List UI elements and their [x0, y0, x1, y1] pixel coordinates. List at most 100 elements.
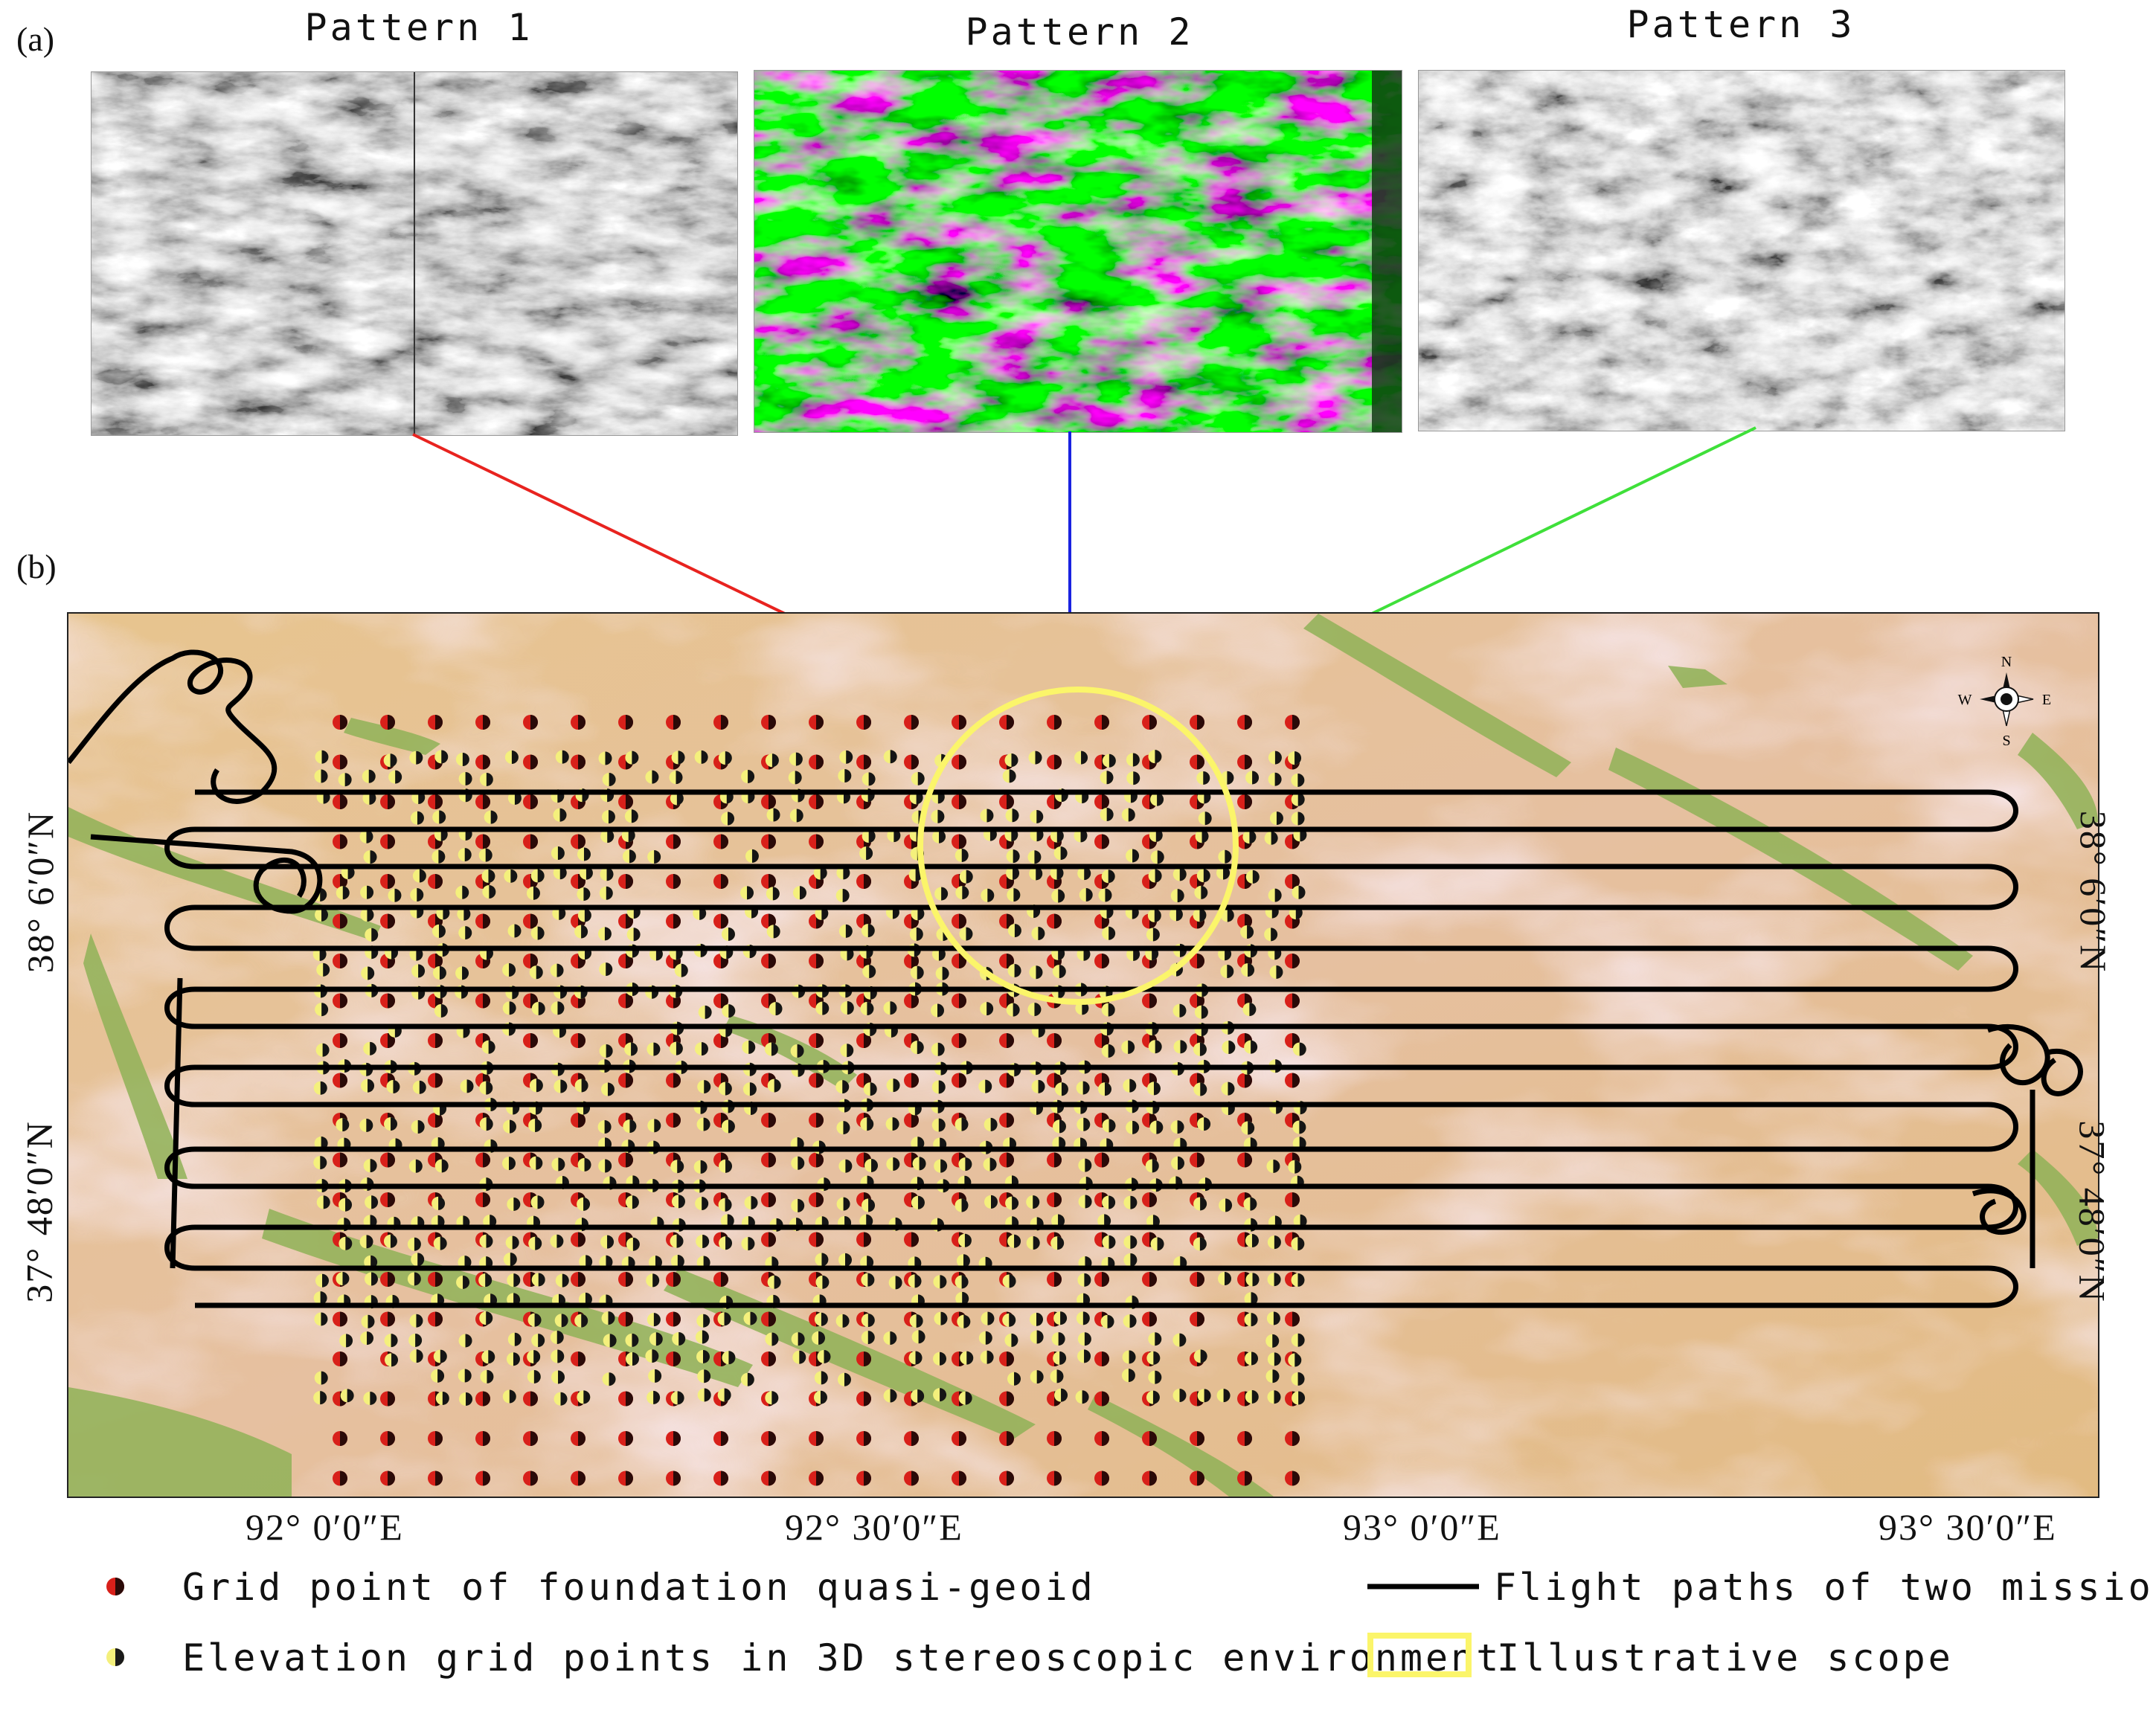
grid-points-layer	[312, 715, 1307, 1486]
elevation-grid-point	[722, 1004, 736, 1018]
quasi-geoid-grid-point	[713, 715, 728, 730]
quasi-geoid-grid-point	[1237, 913, 1252, 929]
elevation-grid-point	[1193, 1042, 1207, 1056]
elevation-grid-point	[1052, 1119, 1066, 1134]
elevation-grid-point	[1123, 1253, 1138, 1267]
elevation-grid-point	[647, 1042, 661, 1056]
elevation-grid-point	[1291, 1237, 1305, 1251]
elevation-grid-point	[502, 1157, 516, 1171]
quasi-geoid-grid-point	[666, 1470, 681, 1486]
elevation-grid-point	[1126, 753, 1140, 767]
elevation-grid-point	[1197, 1117, 1211, 1131]
elevation-grid-point	[647, 1119, 661, 1133]
elevation-grid-point	[1121, 1040, 1135, 1054]
quasi-geoid-grid-point	[904, 1470, 919, 1486]
elevation-grid-point	[815, 1001, 830, 1015]
elevation-grid-point	[315, 1043, 330, 1057]
elevation-grid-point	[383, 753, 397, 768]
elevation-grid-point	[838, 1159, 853, 1173]
quasi-geoid-grid-point	[333, 1073, 347, 1088]
elevation-grid-point	[861, 1314, 875, 1328]
elevation-grid-point	[365, 1195, 379, 1209]
elevation-grid-point	[478, 848, 493, 862]
elevation-grid-point	[1102, 1119, 1116, 1133]
elevation-grid-point	[883, 1331, 897, 1346]
quasi-geoid-grid-point	[761, 1113, 776, 1128]
quasi-geoid-grid-point	[1142, 993, 1157, 1009]
quasi-geoid-grid-point	[904, 1431, 919, 1446]
elevation-grid-point	[1102, 1235, 1116, 1249]
quasi-geoid-grid-point	[428, 1272, 443, 1287]
elevation-grid-point	[1148, 750, 1162, 764]
quasi-geoid-grid-point	[904, 1113, 919, 1128]
compass-s: S	[2002, 733, 2010, 749]
elevation-grid-point	[741, 1237, 755, 1251]
elevation-grid-point	[1029, 965, 1043, 980]
quasi-geoid-grid-point	[1237, 1431, 1252, 1446]
elevation-grid-point	[598, 751, 612, 765]
flight-path-loop	[2041, 1049, 2083, 1096]
elevation-grid-point	[836, 1197, 850, 1211]
elevation-grid-point	[577, 1157, 591, 1171]
elevation-grid-point	[554, 1392, 568, 1406]
quasi-geoid-grid-point	[761, 794, 776, 809]
elevation-grid-point	[1077, 1332, 1091, 1346]
map-frame: N S E W	[67, 612, 2099, 1498]
quasi-geoid-grid-point	[809, 1113, 824, 1128]
elevation-grid-point	[1051, 1214, 1065, 1228]
flight-path-turn	[164, 986, 196, 1029]
pattern-2-title: Pattern 2	[965, 10, 1194, 54]
quasi-geoid-grid-point	[380, 1391, 395, 1407]
elevation-grid-point	[626, 1237, 640, 1251]
elevation-grid-point	[363, 1391, 377, 1405]
elevation-grid-point	[384, 1117, 398, 1131]
elevation-grid-point	[528, 1236, 542, 1250]
elevation-grid-point	[1244, 1040, 1258, 1054]
elevation-grid-point	[1150, 850, 1164, 864]
elevation-grid-point	[1292, 885, 1306, 899]
elevation-grid-point	[1030, 1370, 1044, 1384]
elevation-grid-point	[957, 1314, 971, 1328]
elevation-grid-point	[863, 1082, 877, 1096]
elevation-grid-point	[434, 1159, 449, 1173]
elevation-grid-point	[579, 866, 593, 880]
elevation-grid-point	[363, 1159, 377, 1173]
elevation-grid-point	[813, 1390, 827, 1404]
elevation-grid-point	[1193, 1082, 1207, 1096]
quasi-geoid-grid-point	[999, 1391, 1014, 1407]
elevation-grid-point	[407, 1237, 421, 1251]
elevation-grid-point	[1050, 1369, 1064, 1383]
elevation-grid-point	[551, 1349, 565, 1363]
elevation-grid-point	[959, 870, 973, 884]
quasi-geoid-grid-point	[999, 1431, 1014, 1446]
quasi-geoid-grid-point	[1094, 1391, 1110, 1407]
elevation-grid-point	[1078, 1195, 1092, 1209]
elevation-grid-point	[1169, 907, 1183, 922]
elevation-grid-point	[649, 1332, 663, 1346]
flight-path-loop	[1986, 1023, 2050, 1086]
elevation-grid-point	[315, 1273, 330, 1288]
elevation-grid-point	[339, 1198, 353, 1212]
quasi-geoid-grid-point	[1190, 1272, 1204, 1287]
quasi-geoid-grid-point	[666, 1311, 681, 1327]
elevation-grid-point	[1052, 965, 1066, 979]
elevation-grid-point	[455, 966, 469, 980]
elevation-grid-point	[931, 1042, 945, 1056]
quasi-geoid-grid-point	[618, 1470, 633, 1486]
elevation-grid-point	[670, 1255, 684, 1269]
elevation-grid-point	[717, 1312, 731, 1326]
elevation-grid-point	[862, 829, 876, 843]
quasi-geoid-grid-point	[475, 1431, 490, 1446]
compass-n: N	[2001, 654, 2012, 670]
elevation-grid-point	[1196, 869, 1210, 883]
elevation-grid-point	[698, 1005, 712, 1019]
elevation-grid-point	[1004, 753, 1018, 768]
elevation-grid-point	[861, 1273, 875, 1287]
elevation-grid-point	[313, 1156, 327, 1170]
quasi-geoid-grid-point	[571, 1232, 585, 1247]
elevation-grid-point	[1031, 1079, 1045, 1093]
elevation-grid-point	[360, 885, 374, 899]
elevation-grid-point	[359, 829, 373, 843]
quasi-geoid-grid-point	[856, 1232, 871, 1247]
quasi-geoid-grid-point	[571, 1272, 585, 1287]
